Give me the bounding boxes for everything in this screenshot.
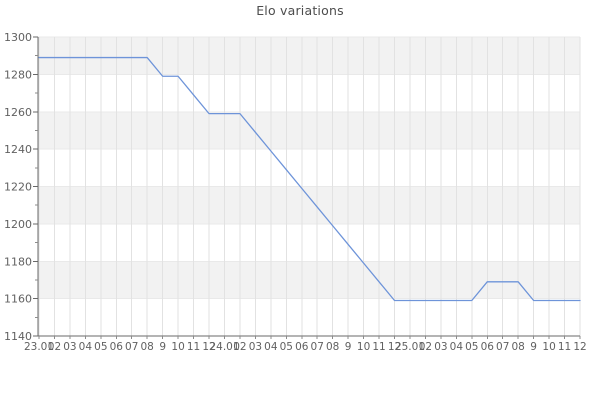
x-tick-label: 05 [94,341,107,353]
y-tick-label: 1180 [4,255,32,268]
y-tick-label: 1140 [4,330,32,343]
x-tick-label: 06 [295,341,309,353]
y-tick-label: 1260 [4,106,32,119]
x-tick-label: 03 [249,341,262,353]
plot-band [38,37,580,75]
x-tick-label: 07 [496,341,509,353]
x-tick-label: 04 [264,341,278,353]
x-tick-label: 11 [372,341,385,353]
x-tick-label: 12 [573,341,586,353]
x-tick-label: 05 [465,341,478,353]
x-tick-label: 12 [202,341,215,353]
x-tick-label: 03 [434,341,447,353]
plot-band [38,111,580,150]
x-tick-label: 02 [48,341,61,353]
x-tick-label: 10 [542,341,555,353]
chart-title: Elo variations [256,3,344,18]
y-tick-label: 1220 [4,181,32,194]
elo-series-line [38,56,581,302]
y-tick-label: 1160 [4,293,32,306]
x-tick-label: 9 [345,341,352,353]
x-tick-label: 10 [171,341,184,353]
x-tick-label: 23.01 [24,341,54,353]
x-tick-label: 06 [110,341,124,353]
x-tick-label: 04 [79,341,93,353]
x-tick-label: 11 [558,341,571,353]
y-tick-label: 1300 [4,31,32,44]
x-tick-label: 9 [530,341,537,353]
y-tick-label: 1200 [4,218,32,231]
x-tick-label: 08 [141,341,154,353]
x-tick-label: 06 [481,341,495,353]
x-tick-label: 11 [187,341,200,353]
x-tick-label: 04 [450,341,464,353]
x-tick-label: 05 [280,341,293,353]
x-tick-label: 08 [511,341,524,353]
plot-band [38,261,580,299]
x-tick-label: 24.01 [209,341,239,353]
x-tick-label: 07 [125,341,138,353]
plot-band [38,186,580,224]
x-tick-label: 9 [159,341,166,353]
x-tick-label: 08 [326,341,339,353]
x-tick-label: 02 [419,341,432,353]
x-tick-label: 10 [357,341,370,353]
y-tick-label: 1240 [4,143,32,156]
x-tick-label: 03 [63,341,76,353]
y-tick-label: 1280 [4,68,32,81]
x-tick-label: 07 [311,341,324,353]
x-tick-label: 25.01 [395,341,425,353]
x-tick-label: 12 [388,341,401,353]
x-tick-label: 02 [233,341,246,353]
